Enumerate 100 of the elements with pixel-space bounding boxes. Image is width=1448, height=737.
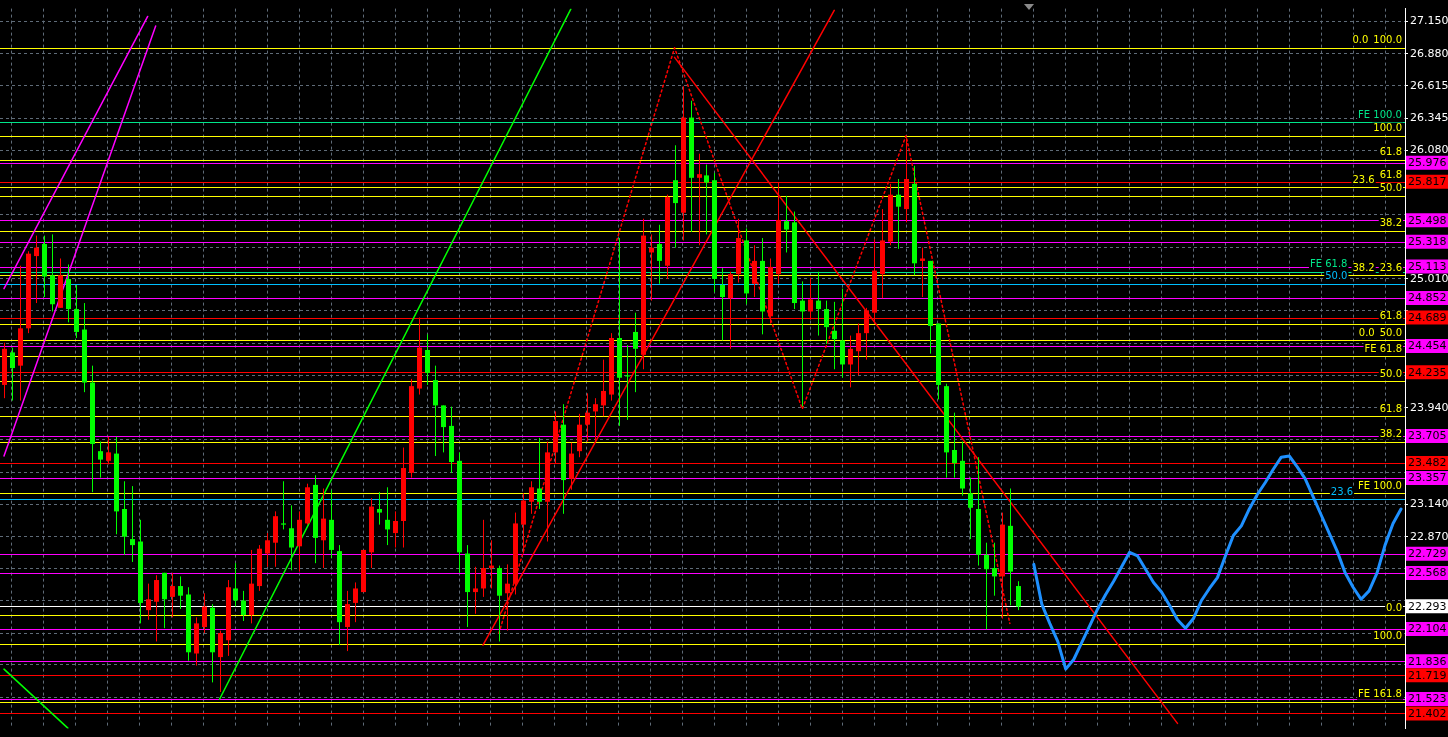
- annotation: 23.6: [1352, 174, 1375, 186]
- ref-line-label: 25.113: [1408, 259, 1447, 273]
- annotation: 61.8: [1379, 402, 1402, 414]
- candlestick: [968, 477, 973, 540]
- candlestick: [984, 542, 989, 630]
- candlestick: [377, 491, 382, 526]
- ref-line-label: 24.689: [1408, 310, 1447, 324]
- ref-line-label: 22.568: [1408, 566, 1447, 580]
- annotation: 23.6: [1379, 261, 1402, 273]
- candlestick: [992, 542, 997, 597]
- candlestick: [170, 572, 175, 618]
- candlestick: [241, 590, 246, 622]
- y-tick-label: 26.080: [1410, 142, 1448, 156]
- candlestick: [832, 301, 837, 370]
- candlestick: [1016, 580, 1021, 611]
- ref-line-label: 22.729: [1408, 547, 1447, 561]
- candlestick: [202, 592, 207, 634]
- candlestick: [585, 392, 590, 443]
- candlestick: [441, 404, 446, 453]
- candlestick: [657, 224, 662, 285]
- ref-line-label: 24.235: [1408, 365, 1447, 379]
- candlestick: [233, 562, 238, 608]
- ref-line-label: 24.852: [1408, 291, 1447, 305]
- ref-line-label: 25.318: [1408, 235, 1447, 249]
- y-tick-label: 26.615: [1410, 78, 1448, 92]
- ref-line-label: 23.482: [1408, 456, 1447, 470]
- annotation: 0.0: [1358, 326, 1375, 338]
- y-tick-label: 26.345: [1410, 111, 1448, 125]
- candlestick: [816, 271, 821, 337]
- y-tick-label: 22.870: [1410, 529, 1448, 543]
- annotation: 50.0: [1379, 326, 1402, 338]
- candlestick: [130, 485, 135, 563]
- ref-line-label: 21.523: [1408, 692, 1447, 706]
- candlestick: [752, 244, 757, 298]
- candlestick: [673, 144, 678, 249]
- annotation: 100.0: [1373, 630, 1402, 642]
- annotation: 50.0: [1379, 367, 1402, 379]
- candlestick: [265, 532, 270, 568]
- candlestick: [824, 300, 829, 345]
- annotation: 23.6: [1330, 485, 1354, 497]
- y-tick-label: 27.150: [1410, 14, 1448, 28]
- candlestick: [920, 247, 925, 298]
- candlestick: [393, 510, 398, 549]
- annotation: 38.2: [1352, 261, 1375, 273]
- annotation: 61.8: [1379, 146, 1402, 158]
- candlestick: [704, 164, 709, 235]
- candlestick: [10, 347, 15, 402]
- y-tick-label: 23.940: [1410, 400, 1448, 414]
- candlestick: [353, 581, 358, 623]
- annotation: 100.0: [1373, 34, 1402, 46]
- annotation: 50.0: [1379, 182, 1402, 194]
- ref-line-label: 22.104: [1408, 622, 1447, 636]
- annotation: 38.2: [1379, 428, 1402, 440]
- candlestick: [473, 566, 478, 615]
- annotation: 0.0: [1386, 601, 1402, 613]
- candlestick: [952, 412, 957, 479]
- annotation: FE 61.8: [1364, 342, 1402, 354]
- candlestick: [481, 519, 486, 598]
- candlestick: [896, 178, 901, 250]
- ref-line-label: 22.293: [1408, 599, 1447, 613]
- candlestick: [425, 333, 430, 386]
- candlestick: [720, 267, 725, 341]
- ref-line-label: 23.357: [1408, 471, 1447, 485]
- ref-line-label: 25.976: [1408, 155, 1447, 169]
- candlestick: [154, 574, 159, 642]
- annotation: 0.0: [1352, 34, 1369, 46]
- annotation: FE 161.8: [1358, 688, 1402, 700]
- candlestick: [800, 280, 805, 408]
- candlestick: [98, 441, 103, 479]
- candlestick: [784, 195, 789, 253]
- candlestick: [529, 480, 534, 515]
- annotation: 61.8: [1379, 169, 1402, 181]
- ref-line-label: 21.402: [1408, 706, 1447, 720]
- candlestick: [146, 583, 151, 621]
- annotation: FE 100.0: [1358, 479, 1402, 491]
- ref-line-label: 21.836: [1408, 654, 1447, 668]
- ref-line-label: 25.817: [1408, 175, 1447, 189]
- candlestick: [281, 480, 286, 530]
- candlestick: [289, 504, 294, 571]
- y-tick-label: 26.880: [1410, 46, 1448, 60]
- candlestick: [633, 312, 638, 393]
- y-tick-label: 23.140: [1410, 497, 1448, 511]
- annotation: FE 61.8: [1309, 258, 1348, 270]
- ref-line-label: 23.705: [1408, 429, 1447, 443]
- ref-line-label: 25.498: [1408, 213, 1447, 227]
- ref-line-label: 24.454: [1408, 339, 1447, 353]
- ref-line-label: 21.719: [1408, 668, 1447, 682]
- y-tick-label: 25.010: [1410, 271, 1448, 285]
- candlestick: [178, 575, 183, 610]
- annotation: 61.8: [1379, 310, 1402, 322]
- candlestick: [74, 284, 79, 339]
- annotation: 38.2: [1379, 217, 1402, 229]
- annotation: 100.0: [1373, 122, 1402, 134]
- annotation: 50.0: [1325, 270, 1348, 282]
- candlestick: [625, 344, 630, 421]
- annotation: FE 100.0: [1358, 109, 1402, 120]
- candlestick: [34, 235, 39, 304]
- candlestick: [385, 486, 390, 546]
- candlestick: [345, 590, 350, 652]
- candlestick: [593, 397, 598, 443]
